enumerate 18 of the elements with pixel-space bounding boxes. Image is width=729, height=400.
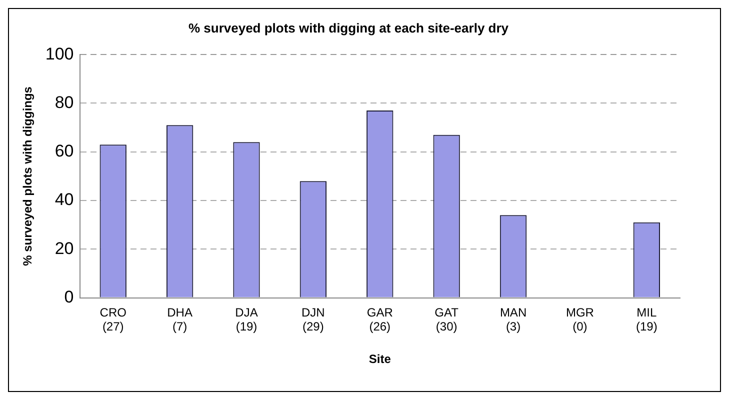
y-tick-label: 40 [54, 190, 74, 210]
x-tick-label: GAR (26) [366, 305, 394, 334]
x-tick-label: MAN (3) [500, 305, 527, 334]
x-tick-label: DJN (29) [302, 305, 325, 334]
chart-title: % surveyed plots with digging at each site-early dry [188, 20, 510, 36]
x-tick-label: DHA (7) [167, 305, 192, 334]
x-tick-label: DJA (19) [235, 305, 258, 334]
y-tick-label: 100 [45, 44, 74, 64]
y-tick-label: 0 [64, 287, 74, 306]
x-axis-title: Site [368, 352, 392, 366]
y-tick-label: 20 [54, 238, 74, 258]
x-tick-label: MIL (19) [636, 305, 658, 334]
x-tick-label: CRO (27) [100, 305, 126, 334]
x-tick-label: GAT (30) [434, 305, 460, 334]
x-tick-label: MGR (0) [566, 305, 594, 334]
y-axis-title: % surveyed plots with diggings [20, 86, 35, 266]
y-tick-label: 60 [54, 142, 74, 161]
y-tick-label: 80 [54, 92, 74, 112]
